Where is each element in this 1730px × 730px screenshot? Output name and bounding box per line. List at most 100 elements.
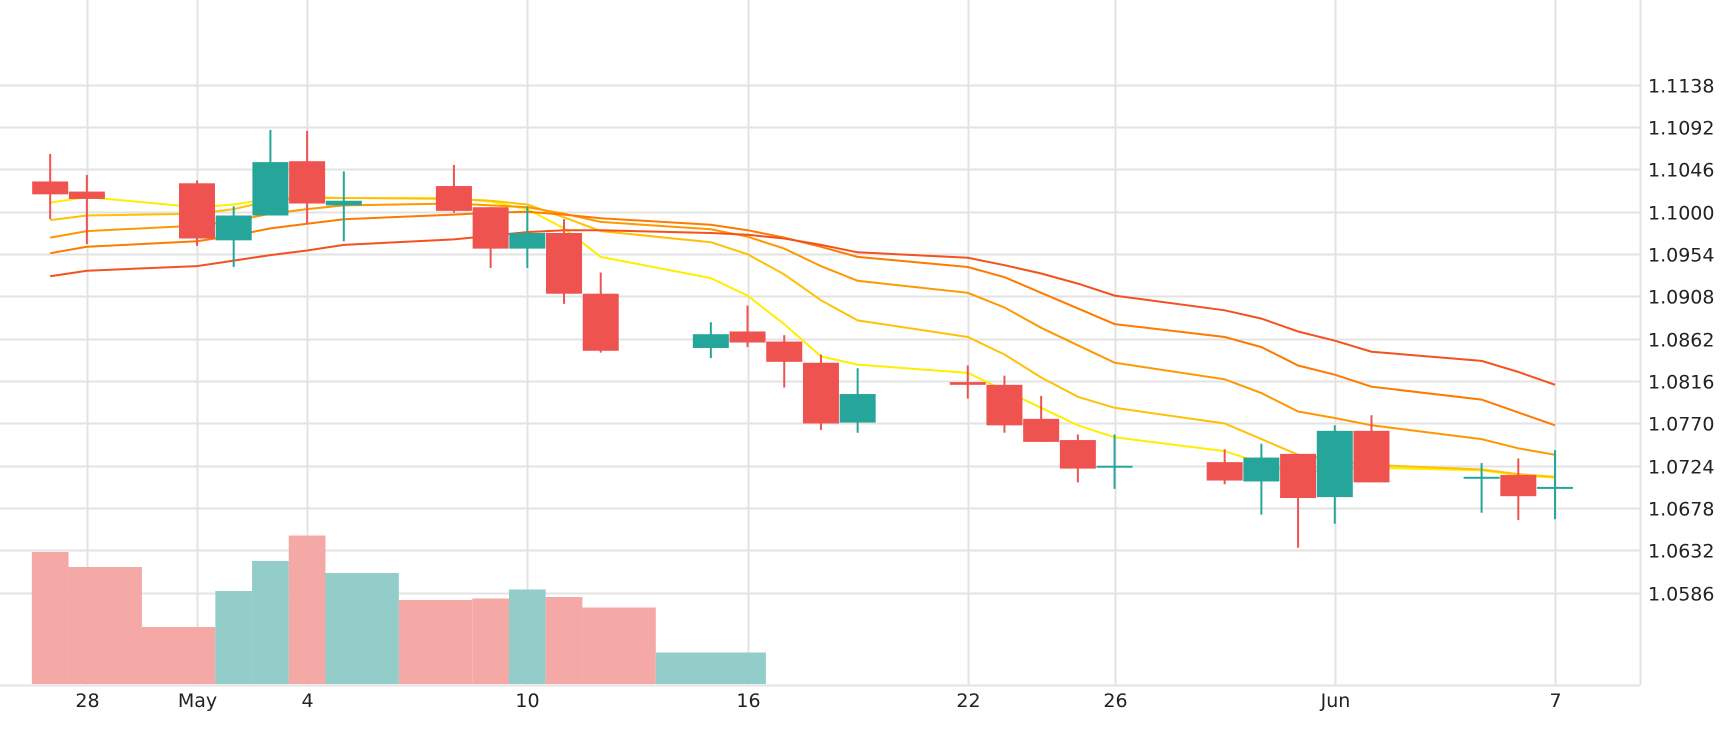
candle-body: [692, 334, 729, 349]
time-tick-label: 16: [736, 690, 760, 712]
candle-body: [509, 232, 546, 249]
candle: [179, 180, 215, 246]
candle-body: [1500, 475, 1537, 497]
candle: [1280, 453, 1317, 548]
time-tick-label: Jun: [1320, 690, 1351, 712]
price-tick-label: 1.0862: [1648, 330, 1714, 352]
candle: [435, 164, 472, 213]
time-tick-label: 28: [75, 690, 99, 712]
candle: [1059, 434, 1096, 483]
candle-body: [68, 191, 105, 199]
volume-bar: [215, 591, 253, 684]
candle-body: [986, 384, 1023, 426]
price-tick-label: 1.0724: [1648, 457, 1714, 479]
candle: [509, 206, 546, 268]
candle-body: [1059, 440, 1096, 469]
candle: [1096, 434, 1133, 489]
price-tick-label: 1.0678: [1648, 499, 1714, 521]
volume-bar: [68, 567, 142, 684]
moving-average-line: [50, 202, 1556, 456]
time-tick-label: 26: [1103, 690, 1127, 712]
volume-bar: [252, 561, 289, 684]
candle-body: [289, 161, 326, 204]
volume-bar: [472, 598, 509, 684]
price-tick-label: 1.1092: [1648, 118, 1714, 140]
candle: [839, 368, 876, 433]
price-tick-label: 1.1138: [1648, 76, 1714, 98]
price-tick-label: 1.0586: [1648, 584, 1714, 606]
price-tick-label: 1.0816: [1648, 372, 1714, 394]
candle-body: [729, 331, 766, 343]
candle-body: [802, 362, 839, 424]
candle-body: [582, 293, 619, 351]
candle-body: [1023, 418, 1060, 442]
volume-bar: [582, 607, 656, 684]
candle: [32, 153, 69, 220]
candle: [1353, 415, 1390, 483]
candle: [215, 206, 252, 268]
candle-body: [472, 207, 509, 249]
candle: [582, 272, 619, 353]
candle: [252, 129, 289, 216]
candle: [325, 171, 362, 242]
candle-body: [32, 181, 69, 195]
volume-bar: [325, 573, 399, 684]
candle-body: [325, 200, 362, 206]
price-tick-label: 1.1046: [1648, 160, 1714, 182]
price-axis: 1.1138 1.1092 1.1046 1.1000 1.0954 1.0908 1.08…: [1648, 76, 1714, 606]
candle-body: [252, 162, 289, 216]
volume-bar: [655, 652, 766, 684]
price-tick-label: 1.1000: [1648, 203, 1714, 225]
candle-body: [1280, 453, 1317, 499]
candles: [32, 129, 1573, 548]
price-tick-label: 1.0632: [1648, 541, 1714, 563]
candle-body: [1096, 465, 1133, 468]
volume-bar: [508, 589, 546, 684]
candle: [1023, 395, 1060, 442]
candle: [1316, 425, 1353, 524]
price-tick-label: 1.0770: [1648, 414, 1714, 436]
candle-body: [435, 186, 472, 211]
time-axis: 28 May 4 10 16 22 26 Jun 7: [75, 690, 1561, 712]
volume-bar: [288, 535, 326, 684]
candle-body: [546, 232, 583, 294]
candle-body: [1463, 476, 1500, 479]
time-tick-label: 22: [956, 690, 980, 712]
candle: [1243, 443, 1280, 515]
candle-body: [1316, 430, 1353, 498]
candle: [546, 219, 583, 304]
candle-body: [1537, 486, 1573, 489]
price-tick-label: 1.0908: [1648, 287, 1714, 309]
candle-body: [1243, 457, 1280, 482]
candle: [68, 175, 105, 245]
candle: [802, 354, 839, 430]
volume-bars: [31, 535, 766, 684]
candle: [1537, 450, 1573, 520]
candle-body: [766, 341, 803, 362]
moving-average-line: [50, 229, 1556, 386]
volume-bar: [31, 552, 69, 684]
time-tick-label: May: [178, 690, 217, 712]
candle: [472, 207, 509, 268]
candle: [766, 335, 803, 388]
volume-bar: [545, 597, 583, 684]
candle-body: [1353, 430, 1390, 483]
candle: [692, 322, 729, 359]
time-tick-label: 10: [515, 690, 539, 712]
candle: [1206, 449, 1243, 485]
price-tick-label: 1.0954: [1648, 245, 1714, 267]
candle: [729, 305, 766, 348]
volume-bar: [141, 627, 216, 684]
volume-bar: [398, 600, 473, 684]
candle: [289, 130, 326, 224]
candle-body: [949, 382, 986, 385]
time-tick-label: 4: [301, 690, 313, 712]
candle: [986, 375, 1023, 433]
time-tick-label: 7: [1549, 690, 1561, 712]
candle: [949, 365, 986, 399]
candle-body: [215, 215, 252, 241]
candle-body: [1206, 462, 1243, 481]
candle: [1463, 463, 1500, 513]
candle-body: [839, 394, 876, 423]
